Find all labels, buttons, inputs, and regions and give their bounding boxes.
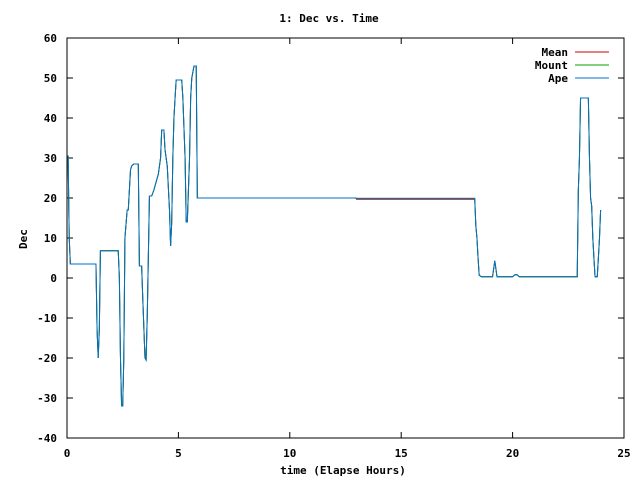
y-tick-label: -40	[37, 432, 57, 445]
chart-title: 1: Dec vs. Time	[279, 12, 379, 25]
legend-label-mount: Mount	[535, 59, 568, 72]
y-tick-label: 50	[44, 72, 57, 85]
series-line-mount	[67, 65, 602, 407]
plot-frame	[66, 37, 625, 439]
y-axis-label: Dec	[17, 229, 30, 249]
axis-ticks: 0 5 10 15 20 25 -40 -30 -20 -10 0 10 20 30 40 50 60	[37, 32, 631, 460]
x-tick-label: 0	[64, 447, 71, 460]
x-tick-label: 20	[506, 447, 519, 460]
y-tick-label: 20	[44, 192, 57, 205]
series-line-mean	[67, 65, 602, 407]
series-lines	[67, 65, 602, 407]
y-tick-label: 30	[44, 152, 57, 165]
x-tick-label: 5	[175, 447, 182, 460]
legend-label-ape: Ape	[548, 72, 568, 85]
y-tick-label: 60	[44, 32, 57, 45]
y-tick-label: -10	[37, 312, 57, 325]
x-tick-label: 25	[617, 447, 630, 460]
x-axis-label: time (Elapse Hours)	[280, 464, 406, 477]
y-tick-label: -30	[37, 392, 57, 405]
legend-label-mean: Mean	[542, 46, 569, 59]
x-tick-label: 15	[395, 447, 408, 460]
x-tick-label: 10	[283, 447, 296, 460]
y-tick-label: 40	[44, 112, 57, 125]
y-tick-label: -20	[37, 352, 57, 365]
y-tick-label: 10	[44, 232, 57, 245]
series-line-ape	[67, 65, 602, 407]
y-tick-label: 0	[50, 272, 57, 285]
